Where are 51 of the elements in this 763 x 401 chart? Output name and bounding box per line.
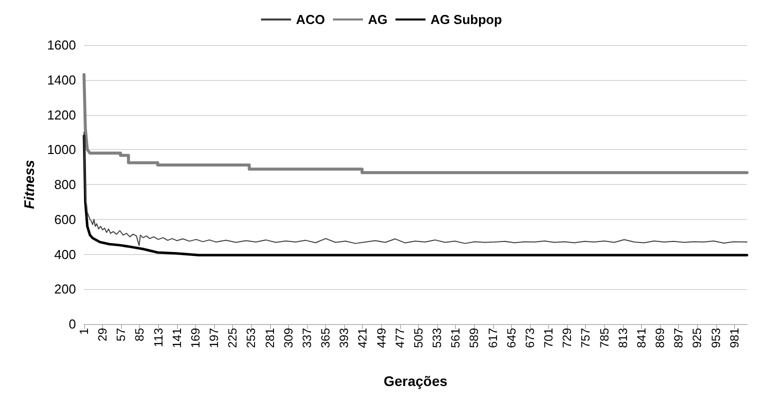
x-tick-label: 85: [132, 328, 147, 342]
y-tick-label: 800: [54, 177, 76, 192]
y-tick-label: 1400: [47, 72, 76, 88]
legend-label: AG Subpop: [430, 12, 502, 27]
y-tick-label: 0: [68, 316, 76, 332]
x-tick-label: 365: [318, 328, 333, 348]
y-tick-label: 1600: [47, 38, 76, 52]
x-tick-label: 785: [597, 328, 612, 348]
x-tick-label: 701: [542, 328, 556, 348]
x-tick-label: 29: [96, 328, 110, 342]
x-tick-label: 645: [504, 328, 518, 348]
x-tick-label: 337: [300, 328, 314, 348]
x-tick-label: 729: [560, 328, 574, 348]
x-tick-label: 869: [653, 328, 668, 348]
legend-label: ACO: [296, 12, 325, 27]
x-tick-label: 169: [188, 328, 202, 348]
x-tick-label: 281: [262, 328, 277, 348]
x-tick-label: 253: [244, 328, 258, 348]
y-tick-label: 400: [54, 246, 76, 262]
x-tick-label: 225: [226, 328, 240, 348]
x-tick-label: 393: [337, 328, 352, 348]
legend-label: AG: [368, 12, 388, 27]
x-tick-label: 449: [374, 328, 388, 348]
y-tick-label: 600: [54, 212, 76, 227]
x-tick-label: 673: [522, 328, 537, 348]
x-tick-label: 477: [392, 328, 407, 348]
x-tick-label: 421: [356, 328, 370, 348]
x-tick-label: 561: [448, 328, 463, 348]
x-tick-label: 813: [616, 328, 630, 348]
line-series: [82, 73, 748, 174]
x-tick-label: 757: [578, 328, 593, 348]
x-tick-label: 57: [114, 328, 128, 342]
x-tick-label: 197: [207, 328, 222, 348]
x-tick-label: 981: [727, 328, 742, 348]
x-axis-title: Gerações: [384, 373, 448, 389]
y-tick-label: 1000: [47, 142, 76, 158]
x-tick-label: 953: [708, 328, 723, 348]
x-tick-label: 533: [430, 328, 444, 348]
x-tick-label: 309: [281, 328, 296, 348]
x-tick-label: 925: [690, 328, 704, 348]
x-tick-label: 505: [411, 328, 426, 348]
y-axis-title: Fitness: [21, 160, 37, 210]
x-tick-label: 141: [170, 328, 184, 348]
x-tick-label: 617: [486, 328, 500, 348]
y-tick-label: 200: [54, 282, 76, 297]
x-tick-label: 113: [151, 328, 166, 348]
x-tick-label: 1: [77, 328, 91, 335]
x-tick-label: 897: [672, 328, 686, 348]
y-tick-label: 1200: [47, 107, 76, 122]
x-tick-label: 589: [467, 328, 482, 348]
x-tick-label: 841: [634, 328, 648, 348]
